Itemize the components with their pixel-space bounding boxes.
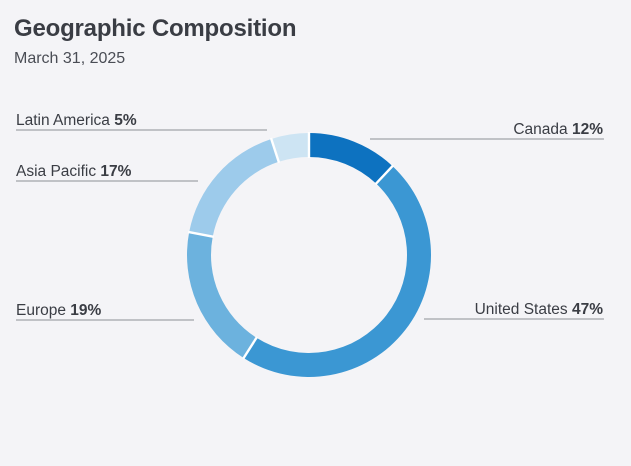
slice-value: 5%: [114, 112, 137, 129]
label-text: United States 47%: [475, 301, 604, 318]
label-text: Asia Pacific 17%: [16, 163, 132, 180]
donut-segments: [187, 133, 431, 377]
slice-latin-america: [271, 133, 309, 162]
separator-latin-america: [269, 137, 281, 164]
slice-label: Asia Pacific: [16, 163, 100, 180]
slice-label: Latin America: [16, 112, 114, 129]
slice-value: 19%: [70, 302, 101, 319]
label-latin-america: Latin America 5%: [16, 112, 267, 131]
chart-title: Geographic Composition: [14, 15, 297, 42]
chart-date: March 31, 2025: [14, 50, 126, 67]
slice-europe: [187, 232, 257, 359]
slice-united-states: [243, 166, 431, 377]
slice-label: United States: [475, 301, 572, 318]
separator-united-states: [374, 164, 395, 186]
chart-header: Geographic Composition March 31, 2025: [14, 14, 296, 68]
label-united-states: United States 47%: [424, 301, 604, 320]
label-text: Latin America 5%: [16, 112, 137, 129]
slice-value: 17%: [100, 163, 131, 180]
slice-canada: [309, 133, 393, 184]
label-text: Canada 12%: [513, 121, 603, 138]
label-asia-pacific: Asia Pacific 17%: [16, 163, 198, 182]
slice-label: Europe: [16, 302, 70, 319]
slice-value: 47%: [572, 301, 603, 318]
slice-label: Canada: [513, 121, 572, 138]
segment-separators: [187, 132, 395, 360]
slice-value: 12%: [572, 121, 603, 138]
label-text: Europe 19%: [16, 302, 102, 319]
slice-asia-pacific: [189, 138, 279, 237]
label-europe: Europe 19%: [16, 302, 194, 321]
label-canada: Canada 12%: [370, 121, 604, 140]
separator-asia-pacific: [187, 230, 214, 239]
separator-europe: [242, 336, 259, 360]
